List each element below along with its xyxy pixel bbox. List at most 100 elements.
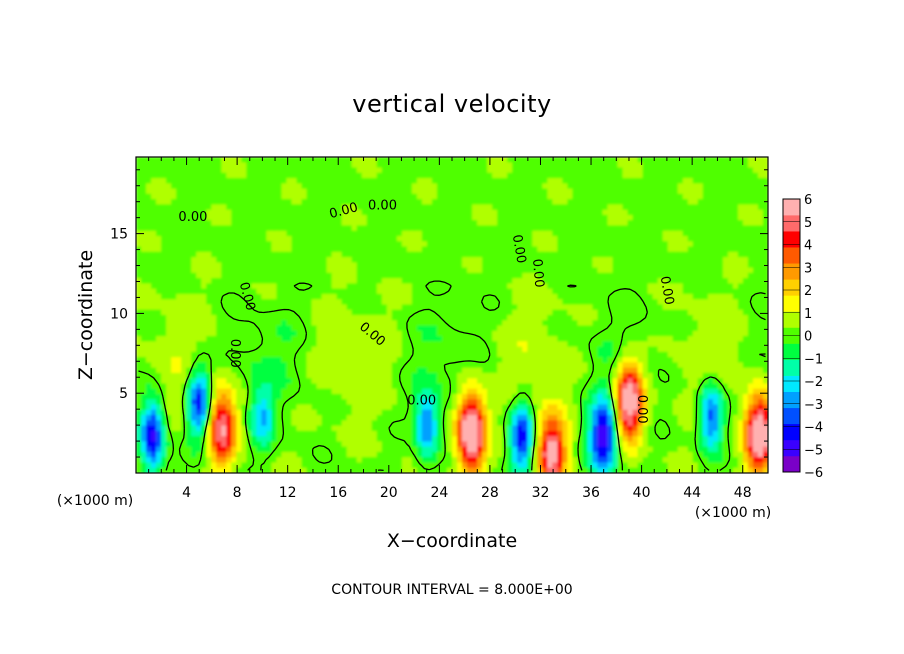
field-cell [356,357,363,363]
field-cell [592,230,599,237]
field-cell [667,272,674,279]
field-cell [757,209,764,216]
field-cell [647,199,654,205]
field-cell [386,315,393,321]
field-cell [406,199,413,205]
field-cell [677,320,684,327]
field-cell [662,288,669,295]
field-cell [336,325,343,332]
field-cell [251,267,257,274]
field-cell [261,225,268,232]
field-cell [261,162,268,169]
field-cell [717,262,724,269]
field-cell [441,251,448,258]
field-cell [547,225,553,232]
field-cell [396,299,403,306]
field-cell [236,288,242,295]
field-cell [336,351,343,358]
field-cell [171,267,177,274]
field-cell [757,214,764,221]
field-cell [231,188,237,195]
field-cell [652,299,659,306]
field-cell [191,167,197,174]
field-cell [457,246,463,253]
field-cell [431,246,438,253]
field-cell [301,341,308,348]
field-cell [271,246,278,253]
field-cell [291,336,298,342]
field-cell [246,204,252,211]
field-cell [206,246,212,253]
field-cell [441,341,448,348]
field-cell [321,341,328,348]
field-cell [507,288,513,295]
field-cell [156,288,162,295]
field-cell [296,272,303,279]
field-cell [246,188,252,195]
field-cell [376,320,383,327]
field-cell [762,272,768,279]
field-cell [361,157,368,163]
field-cell [171,162,177,169]
field-cell [411,251,418,258]
field-cell [361,251,368,258]
field-cell [286,304,293,311]
field-cell [712,214,719,221]
field-cell [336,288,343,295]
field-cell [386,199,393,205]
field-cell [271,320,278,327]
field-cell [311,304,318,311]
field-cell [702,220,709,227]
field-cell [371,315,378,321]
field-cell [532,262,538,269]
field-cell [316,251,323,258]
field-cell [416,278,423,284]
field-cell [577,236,584,242]
field-cell [141,251,147,258]
field-cell [251,199,257,205]
field-cell [567,225,573,232]
field-cell [642,330,649,337]
field-cell [532,288,538,295]
field-cell [657,341,664,348]
field-cell [226,304,232,311]
field-cell [426,214,433,221]
field-cell [607,351,614,358]
field-cell [522,325,528,332]
field-cell [311,262,318,269]
field-cell [627,236,634,242]
field-cell [642,172,649,179]
field-cell [707,330,714,337]
field-cell [226,325,232,332]
field-cell [216,283,222,290]
field-cell [472,309,478,316]
field-cell [567,167,573,174]
field-cell [707,351,714,358]
field-cell [226,230,232,237]
field-cell [386,267,393,274]
field-cell [457,283,463,290]
field-cell [331,230,338,237]
field-cell [266,304,273,311]
field-cell [401,288,408,295]
field-cell [221,204,227,211]
field-cell [256,241,262,248]
field-cell [452,257,458,263]
field-cell [477,230,483,237]
field-cell [371,288,378,295]
field-cell [672,236,679,242]
field-cell [497,283,503,290]
field-cell [366,362,373,369]
field-cell [582,204,589,211]
field-cell [597,304,604,311]
field-cell [682,241,689,248]
field-cell [346,288,353,295]
field-cell [757,225,764,232]
field-cell [191,214,197,221]
field-cell [236,320,242,327]
field-cell [311,346,318,353]
field-cell [722,167,729,174]
field-cell [752,283,759,290]
field-cell [672,162,679,169]
field-cell [401,293,408,300]
